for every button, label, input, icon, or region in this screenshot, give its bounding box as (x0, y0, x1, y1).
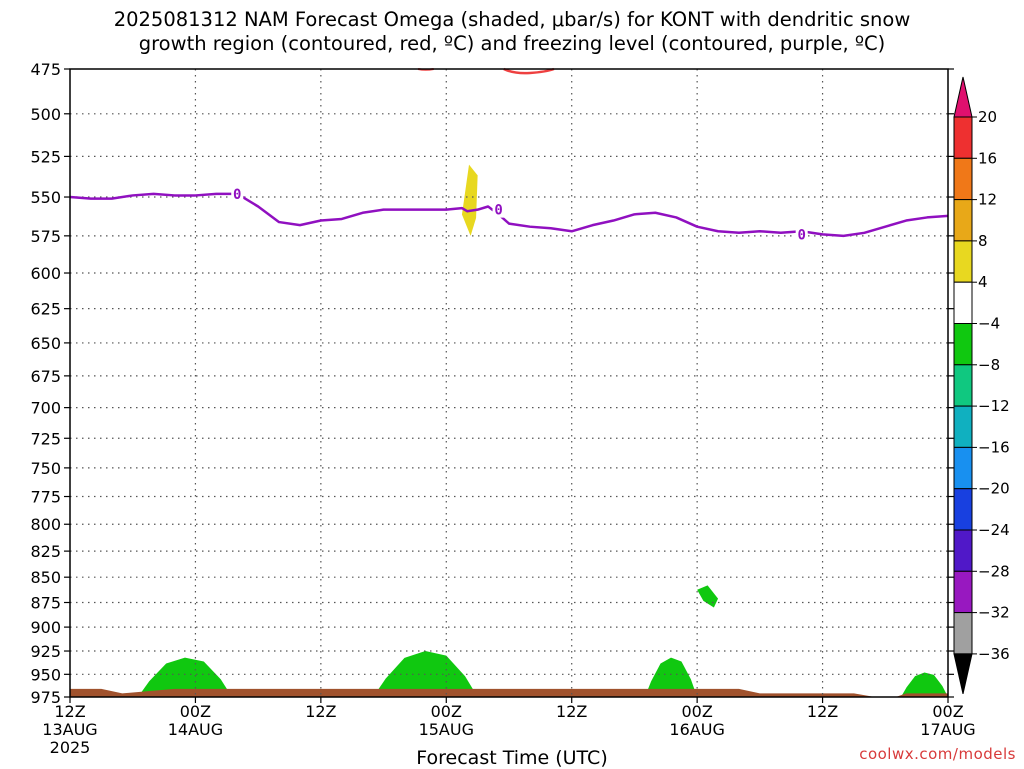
grid-lines (70, 69, 948, 697)
y-tick-label-600: 600 (30, 264, 61, 283)
chart-title-line-2: growth region (contoured, red, ºC) and f… (138, 32, 886, 55)
x-tick-label-48: 12Z (556, 702, 587, 721)
colorbar-segment-3 (953, 240, 973, 283)
y-tick-label-500: 500 (30, 105, 61, 124)
freezing-label-bg-2 (795, 226, 808, 243)
x-tick-date-84: 17AUG (920, 720, 975, 739)
y-tick-label-950: 950 (30, 665, 61, 684)
terrain-layer (70, 688, 948, 697)
colorbar-label-12: −32 (978, 604, 1010, 622)
dendritic-contour-a (503, 67, 555, 75)
colorbar-label-8: −16 (978, 438, 1010, 456)
colorbar-segment-9 (953, 488, 973, 531)
freezing-level-label-0: 0 (233, 187, 241, 203)
y-tick-label-725: 725 (30, 429, 61, 448)
colorbar-segment-5 (953, 323, 973, 366)
contour-layer: 0 0 0 (69, 67, 949, 243)
colorbar-label-0: 20 (978, 108, 997, 126)
colorbar-label-13: −36 (978, 645, 1010, 663)
y-tick-label-550: 550 (30, 188, 61, 207)
credit-watermark: coolwx.com/models (859, 745, 1016, 763)
y-tick-label-850: 850 (30, 568, 61, 587)
y-tick-label-975: 975 (30, 688, 61, 707)
colorbar-segment-2 (953, 199, 973, 242)
chart-title-line-1: 2025081312 NAM Forecast Omega (shaded, μ… (113, 8, 911, 31)
y-tick-label-575: 575 (30, 227, 61, 246)
colorbar-label-7: −12 (978, 397, 1010, 415)
colorbar-label-4: 4 (978, 273, 988, 291)
omega-region-1 (137, 657, 233, 697)
y-tick-label-875: 875 (30, 593, 61, 612)
colorbar-segment-10 (953, 529, 973, 572)
y-tick-label-775: 775 (30, 488, 61, 507)
y-tick-label-525: 525 (30, 147, 61, 166)
x-axis-label: Forecast Time (UTC) (416, 747, 608, 769)
colorbar-segment-4 (953, 281, 973, 325)
colorbar-segment-7 (953, 405, 973, 448)
colorbar-segment-6 (953, 364, 973, 407)
x-tick-label-24: 12Z (305, 702, 336, 721)
plot-frame (69, 68, 949, 698)
colorbar-label-6: −8 (978, 356, 1000, 374)
y-tick-label-825: 825 (30, 542, 61, 561)
terrain-shape (70, 688, 948, 697)
plot-area (70, 69, 948, 697)
omega-colorbar: 20 16 12 8 4 −4 −8 −12 −16 −20 −24 −28 −32 −36 (953, 76, 1010, 695)
y-tick-label-925: 925 (30, 642, 61, 661)
omega-region-3 (644, 657, 698, 697)
y-tick-label-650: 650 (30, 334, 61, 353)
colorbar-label-9: −20 (978, 480, 1010, 498)
omega-region-0 (461, 164, 478, 236)
x-tick-date-36: 15AUG (419, 720, 474, 739)
y-tick-label-475: 475 (30, 60, 61, 79)
x-tick-label-12: 00Z (180, 702, 211, 721)
chart-title: 2025081312 NAM Forecast Omega (shaded, μ… (0, 8, 1024, 56)
colorbar-label-3: 8 (978, 232, 988, 250)
colorbar-bottom-arrow (953, 653, 973, 695)
x-tick-year-0: 2025 (50, 738, 91, 757)
colorbar-segment-12 (953, 612, 973, 655)
colorbar-segment-8 (953, 446, 973, 490)
x-tick-label-84: 00Z (932, 702, 963, 721)
y-tick-label-625: 625 (30, 300, 61, 319)
x-tick-date-60: 16AUG (669, 720, 724, 739)
y-tick-label-675: 675 (30, 367, 61, 386)
colorbar-label-5: −4 (978, 315, 1000, 333)
colorbar-label-10: −24 (978, 521, 1010, 539)
x-tick-label-60: 00Z (681, 702, 712, 721)
freezing-level-label-1: 0 (494, 203, 502, 219)
y-tick-label-800: 800 (30, 515, 61, 534)
freezing-label-bg-1 (492, 201, 505, 218)
freezing-level-label-2: 0 (797, 227, 805, 243)
y-tick-label-700: 700 (30, 399, 61, 418)
omega-region-5 (900, 672, 948, 697)
colorbar-segment-1 (953, 157, 973, 201)
colorbar-label-2: 12 (978, 191, 997, 209)
y-axis-ticks: 475 500 525 550 575 600 625 650 675 700 725 750 775 8… (30, 60, 954, 707)
colorbar-label-11: −28 (978, 562, 1010, 580)
x-tick-label-72: 12Z (807, 702, 838, 721)
x-tick-label-0: 12Z (54, 702, 85, 721)
plot-background (70, 69, 948, 697)
y-tick-label-750: 750 (30, 459, 61, 478)
x-tick-date-0: 13AUG (42, 720, 97, 739)
colorbar-top-arrow (953, 76, 973, 118)
colorbar-label-1: 16 (978, 149, 997, 167)
plot-axes (69, 68, 949, 698)
colorbar-segment-0 (953, 116, 973, 159)
freezing-label-bg-0 (231, 185, 244, 202)
x-tick-date-12: 14AUG (168, 720, 223, 739)
y-tick-label-900: 900 (30, 618, 61, 637)
x-tick-label-36: 00Z (431, 702, 462, 721)
colorbar-segment-11 (953, 570, 973, 614)
